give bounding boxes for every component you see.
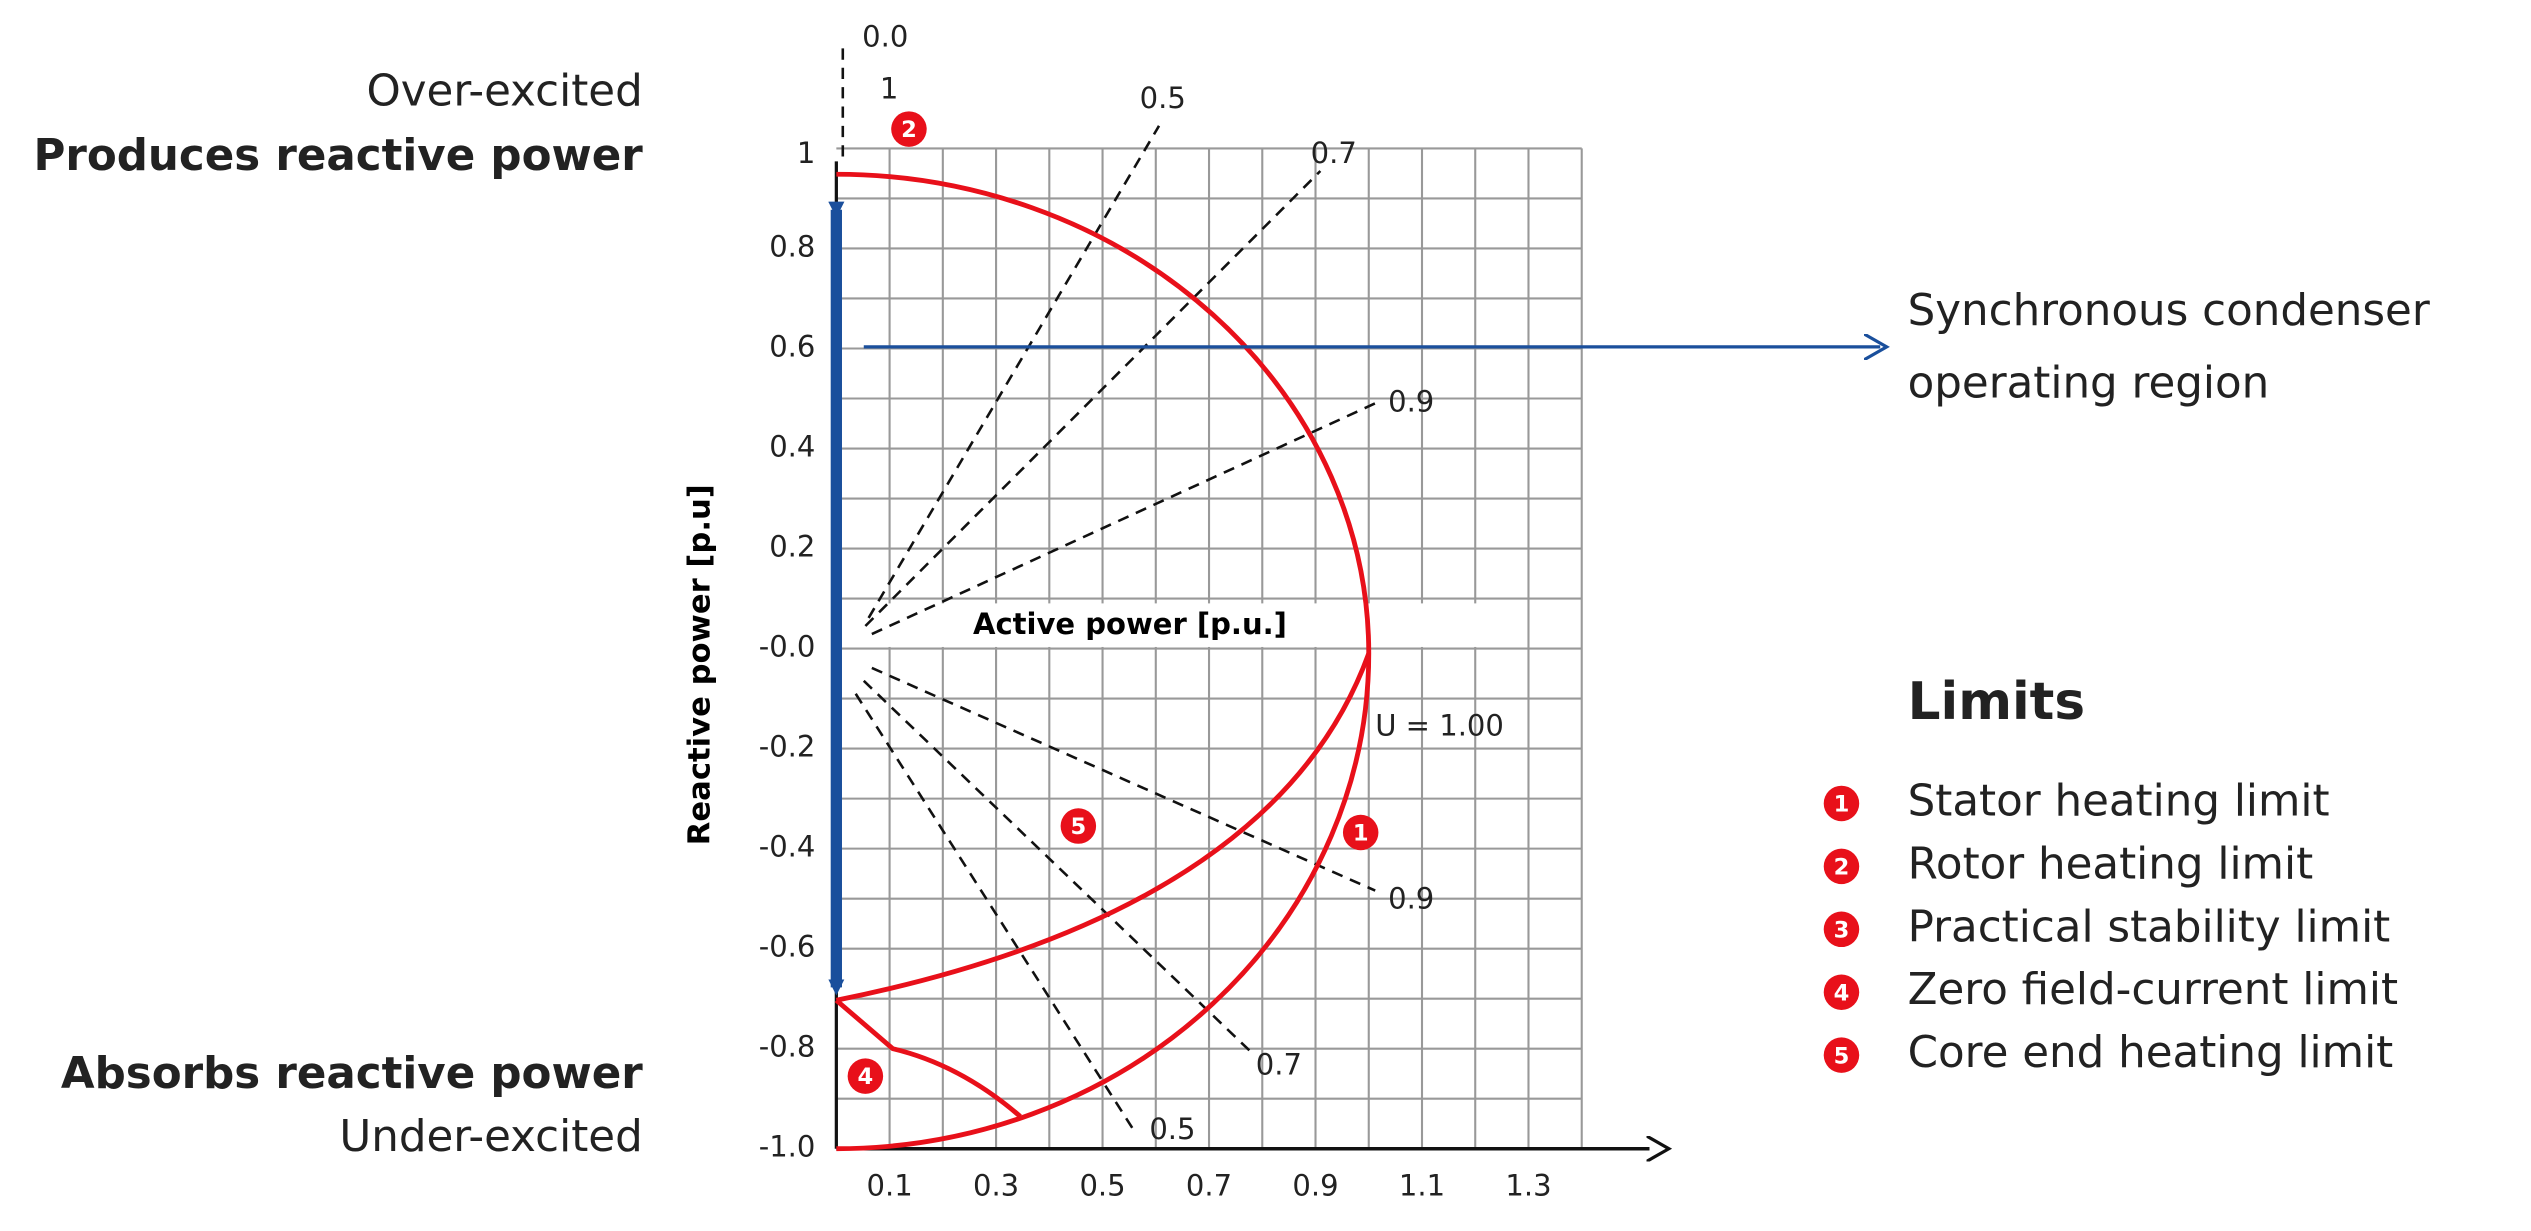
badge-number: 1 — [1353, 821, 1369, 847]
legend-label: Core end heating limit — [1908, 1028, 2394, 1078]
pf-label: 0.7 — [1256, 1047, 1302, 1081]
region-label: operating region — [1908, 359, 2270, 409]
pf-line — [871, 666, 1376, 892]
zero-field-limit — [834, 998, 1022, 1119]
voltage-label: U = 1.00 — [1375, 709, 1504, 743]
y-tick-label: 0.2 — [769, 530, 815, 564]
legend-label: Zero field-current limit — [1908, 965, 2398, 1015]
badge — [1823, 785, 1860, 822]
label: Over-excited — [366, 67, 642, 117]
pf-label: 0.0 — [862, 20, 908, 54]
legend-label: Practical stability limit — [1908, 902, 2391, 952]
pf-label: 0.9 — [1388, 384, 1434, 418]
legend-label: Rotor heating limit — [1908, 839, 2314, 889]
pf-label: 0.5 — [1149, 1112, 1195, 1146]
x-tick-label: 0.9 — [1292, 1168, 1338, 1202]
label: Absorbs reactive power — [61, 1049, 643, 1099]
y-tick-label: 0.4 — [769, 430, 815, 464]
badge-number: 2 — [1834, 854, 1850, 880]
badge-number: 4 — [858, 1064, 874, 1090]
y-title: Reactive power [p.u] — [682, 484, 717, 845]
badge — [1823, 911, 1860, 948]
badge-number: 5 — [1070, 814, 1086, 840]
pf-label: 0.7 — [1311, 136, 1357, 170]
pf-label: 0.5 — [1140, 81, 1186, 115]
badge — [1060, 808, 1097, 844]
label-band — [839, 603, 1518, 647]
x-tick-label: 0.5 — [1079, 1168, 1125, 1202]
badge — [847, 1058, 884, 1094]
grid — [836, 147, 1583, 1150]
label: Produces reactive power — [33, 131, 643, 181]
badge-number: 3 — [1834, 917, 1850, 943]
pf-line — [871, 402, 1376, 636]
badge — [891, 111, 927, 147]
y-tick-label: -0.6 — [759, 930, 816, 964]
y-tick-label: 0.8 — [769, 229, 815, 263]
y-tick-label: -0.8 — [759, 1030, 816, 1064]
label: Under-excited — [339, 1112, 642, 1162]
badge — [1823, 848, 1860, 885]
pf-line — [854, 693, 1135, 1131]
badge — [1823, 1037, 1860, 1073]
pf-line — [864, 170, 1322, 627]
generated: 1 0.8 0.6 0.4 0.2 -0.0 -0.2 -0.4 -0.6 -0.8 -1.0 0.1… — [759, 111, 2398, 1202]
badge-number: 4 — [1834, 980, 1850, 1006]
x-tick-label: 0.1 — [866, 1168, 912, 1202]
badge-number: 1 — [1834, 792, 1850, 818]
y-tick-label: -1.0 — [759, 1130, 816, 1164]
pf-label: 1 — [880, 71, 898, 105]
badge — [1342, 814, 1379, 851]
stability-limit — [835, 652, 1372, 1003]
badge — [1823, 974, 1860, 1010]
x-tick-label: 0.7 — [1186, 1168, 1232, 1202]
badge-number: 2 — [901, 117, 917, 143]
x-tick-label: 1.1 — [1399, 1168, 1445, 1202]
x-tick-label: 1.3 — [1505, 1168, 1551, 1202]
y-tick-label: -0.2 — [759, 730, 816, 764]
region-label: Synchronous condenser — [1908, 286, 2430, 336]
pf-line — [862, 679, 1252, 1053]
x-tick-label: 0.3 — [973, 1168, 1019, 1202]
y-tick-label: -0.4 — [759, 830, 816, 864]
y-tick-label: 0.6 — [769, 329, 815, 363]
badge-number: 5 — [1834, 1043, 1850, 1069]
y-tick-label: -0.0 — [759, 630, 816, 664]
x-title: Active power [p.u.] — [973, 607, 1287, 641]
pf-label: 0.9 — [1388, 881, 1434, 915]
y-tick-label: 1 — [797, 136, 815, 170]
limits-title: Limits — [1908, 672, 2085, 732]
legend-label: Stator heating limit — [1908, 776, 2330, 826]
